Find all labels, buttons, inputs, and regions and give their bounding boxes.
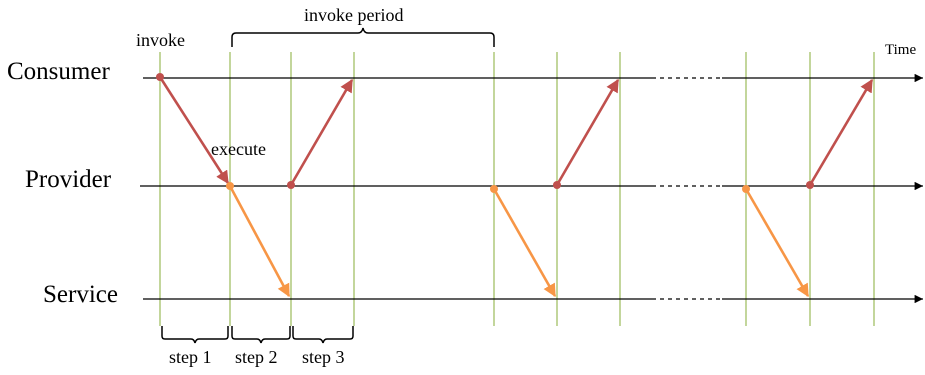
orange-arrows	[228, 185, 810, 298]
response-arrow	[808, 78, 874, 186]
guide-lines	[159, 52, 875, 326]
invoke-period-brace	[231, 27, 495, 47]
step-brackets	[161, 326, 354, 344]
consumer-label: Consumer	[7, 58, 110, 85]
step-bracket	[231, 326, 291, 344]
step-label: step 2	[235, 347, 278, 367]
dot	[226, 182, 234, 190]
invoke-arrow	[158, 76, 230, 185]
execute-arrow	[228, 185, 291, 298]
provider-label: Provider	[25, 166, 112, 193]
time-label: Time	[885, 42, 916, 58]
execute-arrow	[492, 188, 557, 298]
dot	[806, 181, 814, 189]
red-arrows	[158, 76, 874, 186]
execute-label: execute	[211, 139, 266, 159]
dot	[156, 73, 164, 81]
response-arrow	[289, 78, 354, 186]
invoke-period-label: invoke period	[304, 5, 403, 25]
invoke-label: invoke	[136, 30, 185, 50]
orange-dots	[226, 182, 750, 193]
service-label: Service	[43, 281, 118, 308]
step-bracket	[161, 326, 229, 344]
dot	[553, 181, 561, 189]
dot	[287, 181, 295, 189]
dot	[490, 185, 498, 193]
execute-arrow	[744, 188, 810, 298]
step-label: step 3	[302, 347, 345, 367]
step-label: step 1	[169, 347, 212, 367]
dot	[742, 185, 750, 193]
response-arrow	[555, 78, 620, 186]
red-dots	[156, 73, 814, 189]
step-bracket	[292, 326, 354, 344]
